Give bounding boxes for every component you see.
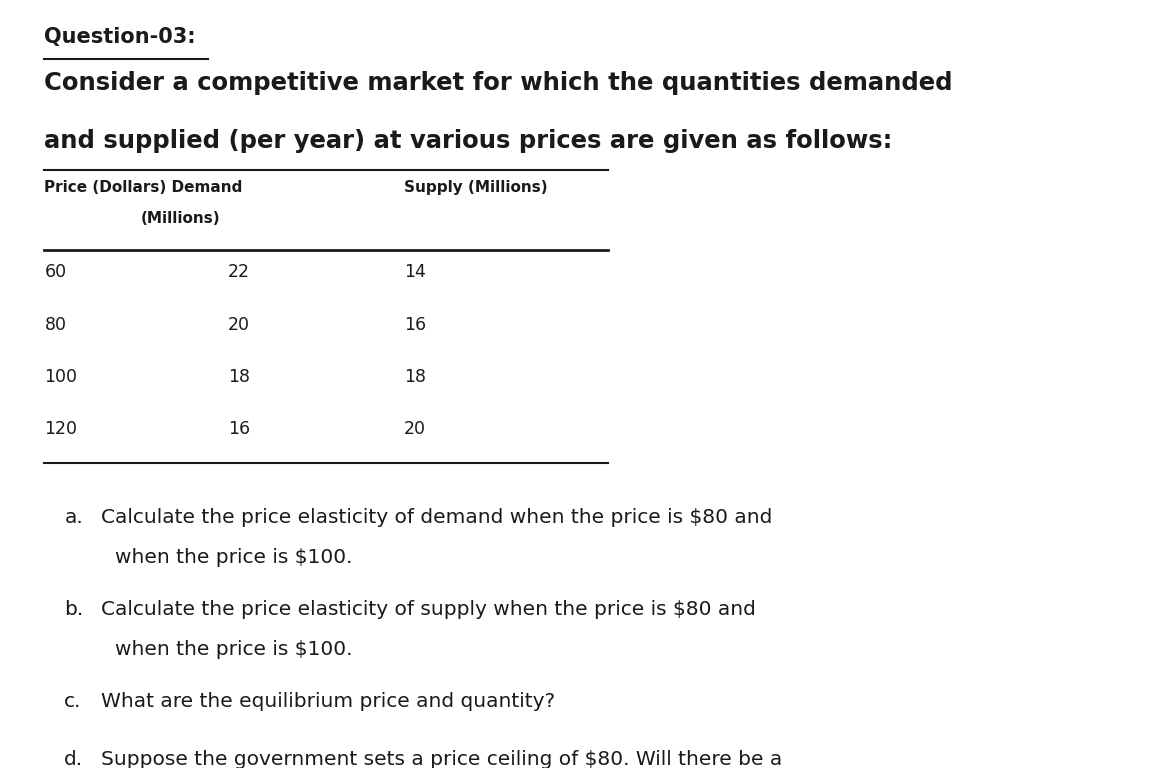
Text: Suppose the government sets a price ceiling of $80. Will there be a: Suppose the government sets a price ceil… — [101, 750, 782, 768]
Text: 120: 120 — [44, 420, 77, 438]
Text: and supplied (per year) at various prices are given as follows:: and supplied (per year) at various price… — [44, 129, 893, 153]
Text: 100: 100 — [44, 368, 77, 386]
Text: a.: a. — [64, 508, 83, 527]
Text: Consider a competitive market for which the quantities demanded: Consider a competitive market for which … — [44, 71, 952, 95]
Text: Price (Dollars) Demand: Price (Dollars) Demand — [44, 180, 243, 196]
Text: 80: 80 — [44, 316, 67, 333]
Text: (Millions): (Millions) — [140, 211, 220, 227]
Text: d.: d. — [64, 750, 83, 768]
Text: 60: 60 — [44, 263, 67, 281]
Text: c.: c. — [64, 692, 82, 711]
Text: 22: 22 — [228, 263, 250, 281]
Text: 16: 16 — [404, 316, 426, 333]
Text: Calculate the price elasticity of demand when the price is $80 and: Calculate the price elasticity of demand… — [101, 508, 772, 527]
Text: Supply (Millions): Supply (Millions) — [404, 180, 548, 196]
Text: Question-03:: Question-03: — [44, 27, 197, 47]
Text: What are the equilibrium price and quantity?: What are the equilibrium price and quant… — [101, 692, 555, 711]
Text: 18: 18 — [228, 368, 250, 386]
Text: Calculate the price elasticity of supply when the price is $80 and: Calculate the price elasticity of supply… — [101, 600, 756, 619]
Text: when the price is $100.: when the price is $100. — [115, 548, 352, 567]
Text: 20: 20 — [228, 316, 250, 333]
Text: b.: b. — [64, 600, 83, 619]
Text: 14: 14 — [404, 263, 426, 281]
Text: 18: 18 — [404, 368, 426, 386]
Text: 16: 16 — [228, 420, 250, 438]
Text: 20: 20 — [404, 420, 426, 438]
Text: when the price is $100.: when the price is $100. — [115, 640, 352, 659]
